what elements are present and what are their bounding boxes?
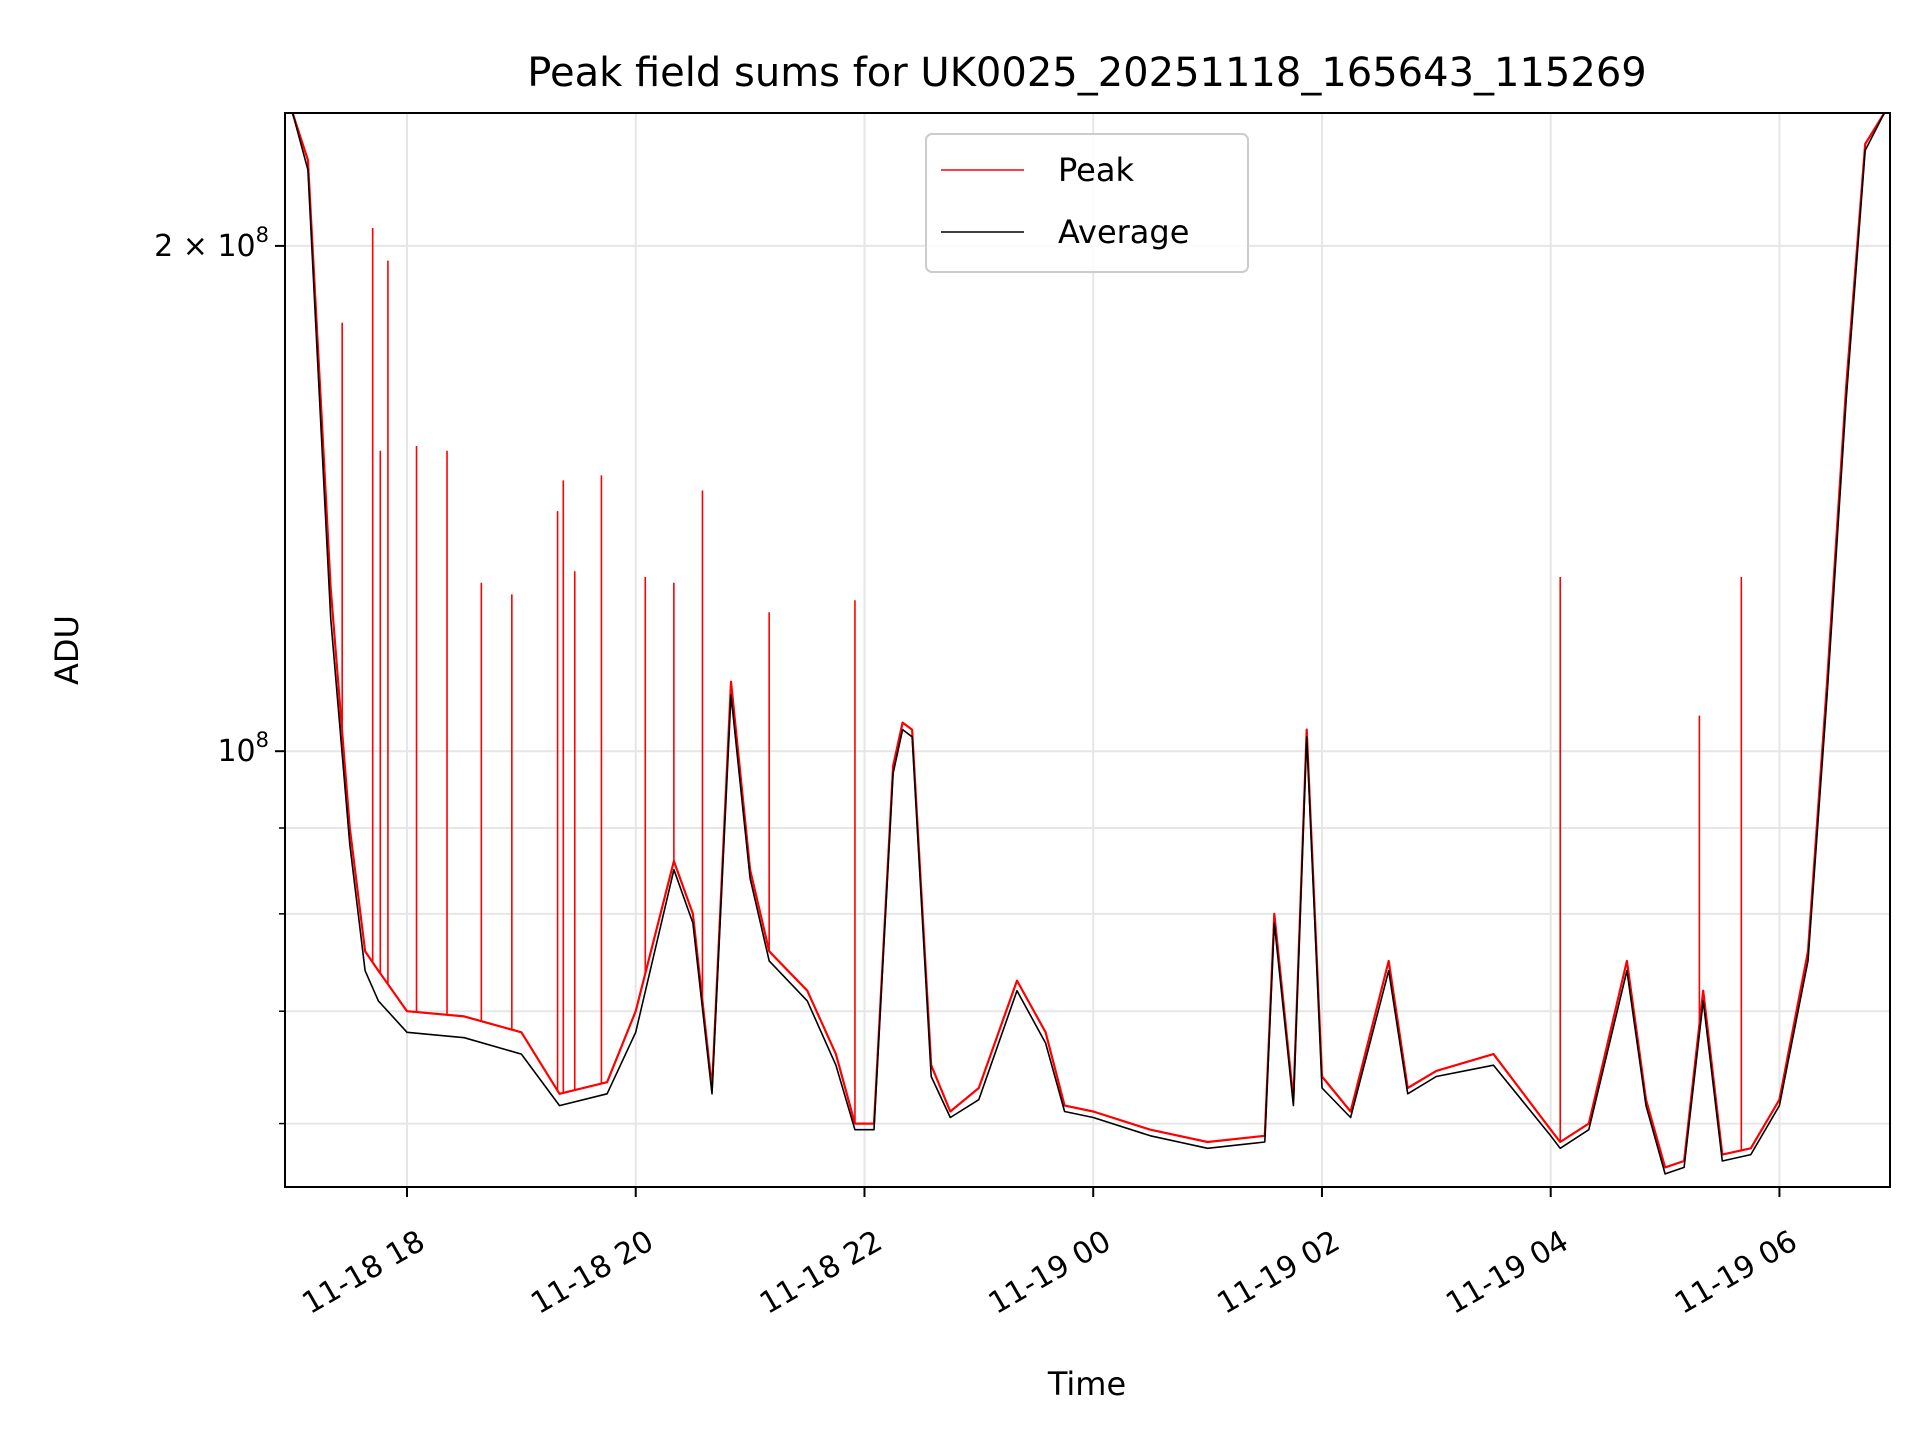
- series-average-line: [291, 112, 1886, 1175]
- legend-average-label: Average: [1058, 213, 1189, 251]
- y-tick-label: 2 × 108: [154, 223, 269, 264]
- y-tick-label: 108: [217, 728, 269, 769]
- legend: Peak Average: [925, 133, 1249, 273]
- plot-area: [291, 112, 1886, 1175]
- y-axis-ticks: 108 2 × 108: [154, 223, 285, 1125]
- grid-lines: [285, 113, 1890, 1187]
- legend-box: [925, 133, 1249, 273]
- axes-frame: [284, 112, 1891, 1188]
- x-axis-label: Time: [1047, 1365, 1126, 1403]
- series-peak-line: [291, 112, 1886, 1169]
- legend-peak-label: Peak: [1058, 151, 1134, 189]
- y-axis-label: ADU: [48, 615, 86, 685]
- chart-title: Peak field sums for UK0025_20251118_1656…: [527, 50, 1646, 96]
